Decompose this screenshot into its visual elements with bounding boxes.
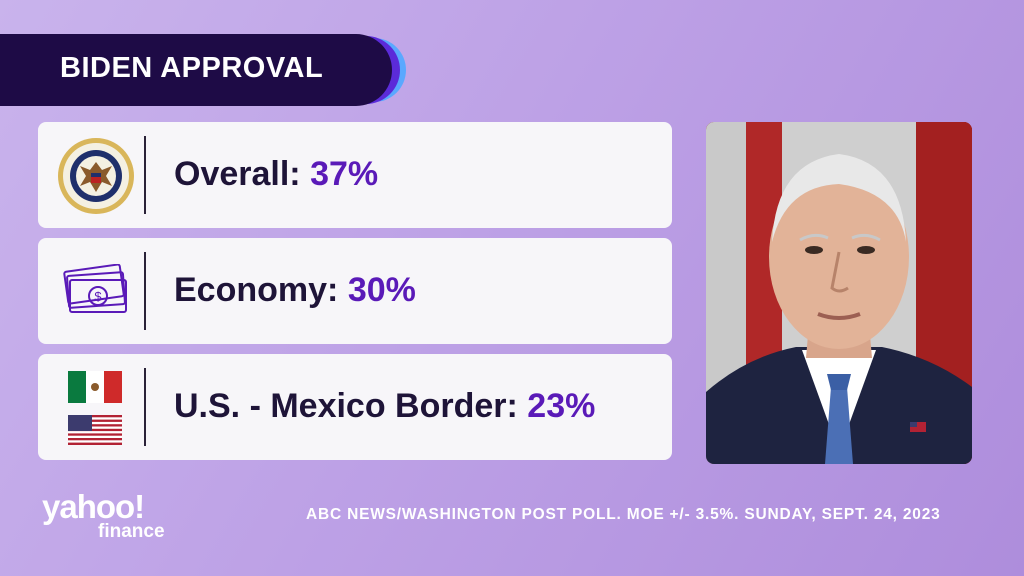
source-note: ABC NEWS/WASHINGTON POST POLL. MOE +/- 3… <box>306 506 941 523</box>
row-divider <box>144 368 146 446</box>
row-divider <box>144 136 146 214</box>
row-divider <box>144 252 146 330</box>
approval-label: U.S. - Mexico Border: <box>174 387 518 425</box>
approval-row-economy: $ Economy: 30% <box>38 238 672 344</box>
yahoo-finance-logo: yahoo! finance <box>42 488 165 541</box>
logo-sub: finance <box>98 521 165 542</box>
logo-main: yahoo! <box>42 488 145 525</box>
title-banner: BIDEN APPROVAL <box>0 34 392 106</box>
approval-label: Economy: <box>174 271 339 309</box>
approval-text: U.S. - Mexico Border: 23% <box>174 387 595 426</box>
approval-value: 23% <box>527 387 596 425</box>
approval-text: Overall: 37% <box>174 155 378 194</box>
page-title: BIDEN APPROVAL <box>60 52 324 84</box>
approval-row-overall: Overall: 37% <box>38 122 672 228</box>
approval-row-border: U.S. - Mexico Border: 23% <box>38 354 672 460</box>
svg-text:$: $ <box>94 289 102 304</box>
mexico-us-flags-icon <box>54 366 138 450</box>
approval-label: Overall: <box>174 155 301 193</box>
approval-text: Economy: 30% <box>174 271 416 310</box>
presidential-seal-icon <box>54 134 138 218</box>
portrait-photo <box>706 122 972 464</box>
approval-value: 30% <box>347 271 416 309</box>
money-icon: $ <box>54 250 138 334</box>
approval-value: 37% <box>310 155 379 193</box>
